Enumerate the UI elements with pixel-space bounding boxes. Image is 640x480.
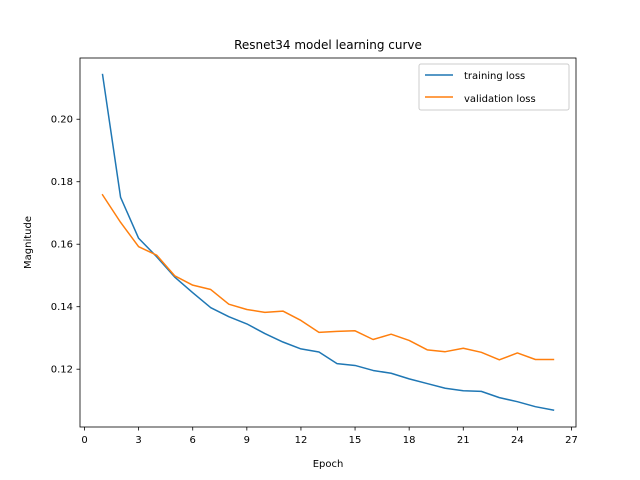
legend-label-training-loss: training loss (464, 71, 525, 82)
plot-area (80, 58, 576, 427)
x-tick-label: 3 (135, 435, 141, 446)
x-tick-label: 21 (457, 435, 470, 446)
y-tick-label: 0.18 (51, 177, 73, 188)
x-tick-label: 18 (403, 435, 416, 446)
x-tick-label: 12 (295, 435, 308, 446)
chart-title: Resnet34 model learning curve (234, 38, 422, 52)
y-tick-label: 0.12 (51, 365, 73, 376)
y-tick-label: 0.14 (51, 302, 73, 313)
x-tick-label: 9 (244, 435, 250, 446)
x-tick-label: 15 (349, 435, 362, 446)
x-tick-label: 6 (190, 435, 196, 446)
legend: training loss validation loss (419, 64, 569, 110)
y-tick-label: 0.20 (51, 115, 73, 126)
x-axis-label: Epoch (313, 459, 344, 470)
x-tick-label: 27 (565, 435, 578, 446)
x-tick-label: 24 (511, 435, 524, 446)
legend-label-validation-loss: validation loss (464, 94, 536, 105)
y-tick-label: 0.16 (51, 240, 73, 251)
y-axis-label: Magnitude (23, 216, 34, 269)
x-tick-label: 0 (81, 435, 87, 446)
